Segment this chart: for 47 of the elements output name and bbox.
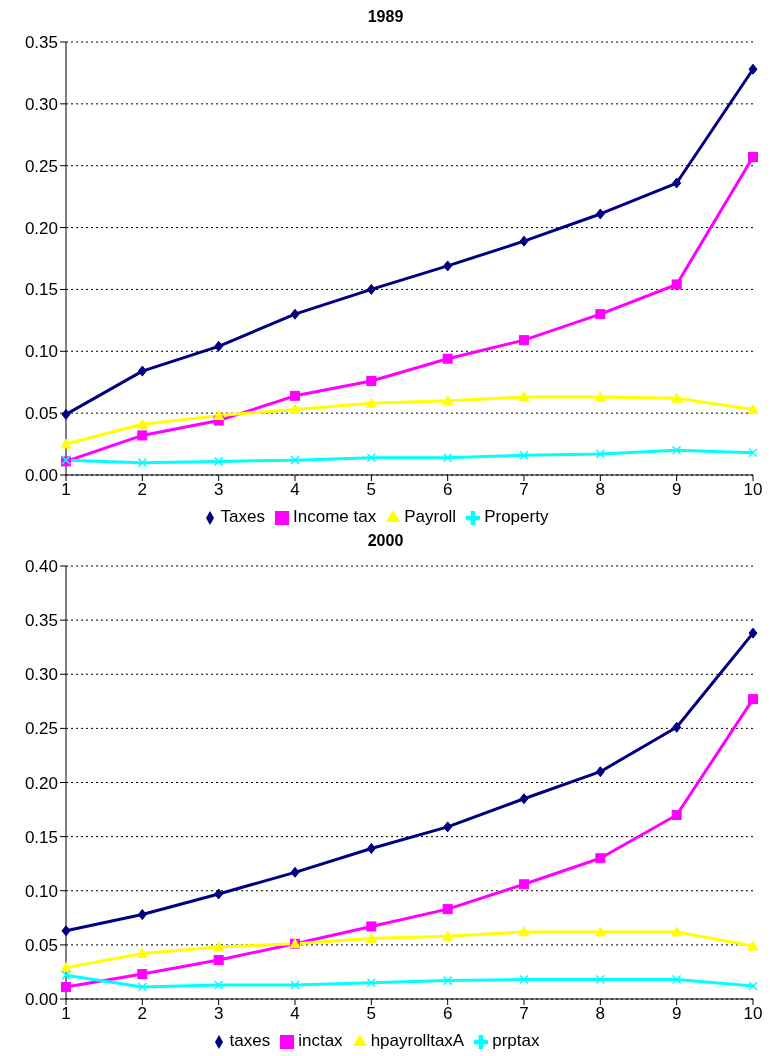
chart-title: 2000 <box>366 532 405 551</box>
x-tick-label: 7 <box>519 1004 529 1024</box>
legend-label: Taxes <box>220 507 266 526</box>
y-tick-label: 0.35 <box>24 33 58 53</box>
x-tick-label: 1 <box>61 1004 71 1024</box>
legend-label: hpayrolltaxA <box>370 1031 465 1050</box>
y-tick-label: 0.35 <box>24 611 58 631</box>
x-tick-label: 10 <box>743 480 763 500</box>
x-tick-label: 8 <box>595 480 606 500</box>
x-tick-label: 3 <box>213 1004 224 1024</box>
y-tick-label: 0.30 <box>24 665 58 685</box>
x-tick-label: 5 <box>366 480 377 500</box>
legend-label: prptax <box>492 1031 540 1050</box>
y-tick-label: 0.40 <box>24 557 58 577</box>
x-tick-label: 1 <box>61 480 71 500</box>
x-tick-label: 5 <box>366 1004 377 1024</box>
x-tick-label: 8 <box>595 1004 606 1024</box>
y-tick-label: 0.30 <box>24 94 58 114</box>
legend-label: taxes <box>229 1031 271 1050</box>
legend-label: Property <box>484 507 549 526</box>
x-tick-label: 4 <box>290 1004 300 1024</box>
y-tick-label: 0.25 <box>24 156 58 176</box>
y-tick-label: 0.05 <box>24 404 58 424</box>
x-tick-label: 7 <box>519 480 529 500</box>
y-tick-label: 0.15 <box>24 280 58 300</box>
y-tick-label: 0.05 <box>24 935 58 955</box>
chart-title: 1989 <box>366 8 405 27</box>
x-tick-label: 6 <box>442 480 453 500</box>
y-tick-label: 0.10 <box>24 342 58 362</box>
y-tick-label: 0.15 <box>24 827 58 847</box>
x-tick-label: 4 <box>290 480 300 500</box>
x-tick-label: 2 <box>137 480 148 500</box>
y-tick-label: 0.10 <box>24 881 58 901</box>
x-tick-label: 9 <box>671 1004 682 1024</box>
y-tick-label: 0.25 <box>24 719 58 739</box>
x-tick-label: 10 <box>743 1004 763 1024</box>
y-tick-label: 0.20 <box>24 218 58 238</box>
legend-label: inctax <box>298 1031 343 1050</box>
legend-label: Payroll <box>404 507 457 526</box>
x-tick-label: 2 <box>137 1004 148 1024</box>
legend-label: Income tax <box>293 507 377 526</box>
y-tick-label: 0.20 <box>24 773 58 793</box>
x-tick-label: 3 <box>213 480 224 500</box>
x-tick-label: 6 <box>442 1004 453 1024</box>
x-tick-label: 9 <box>671 480 682 500</box>
y-tick-label: 0.00 <box>24 990 58 1010</box>
y-tick-label: 0.00 <box>24 466 58 486</box>
